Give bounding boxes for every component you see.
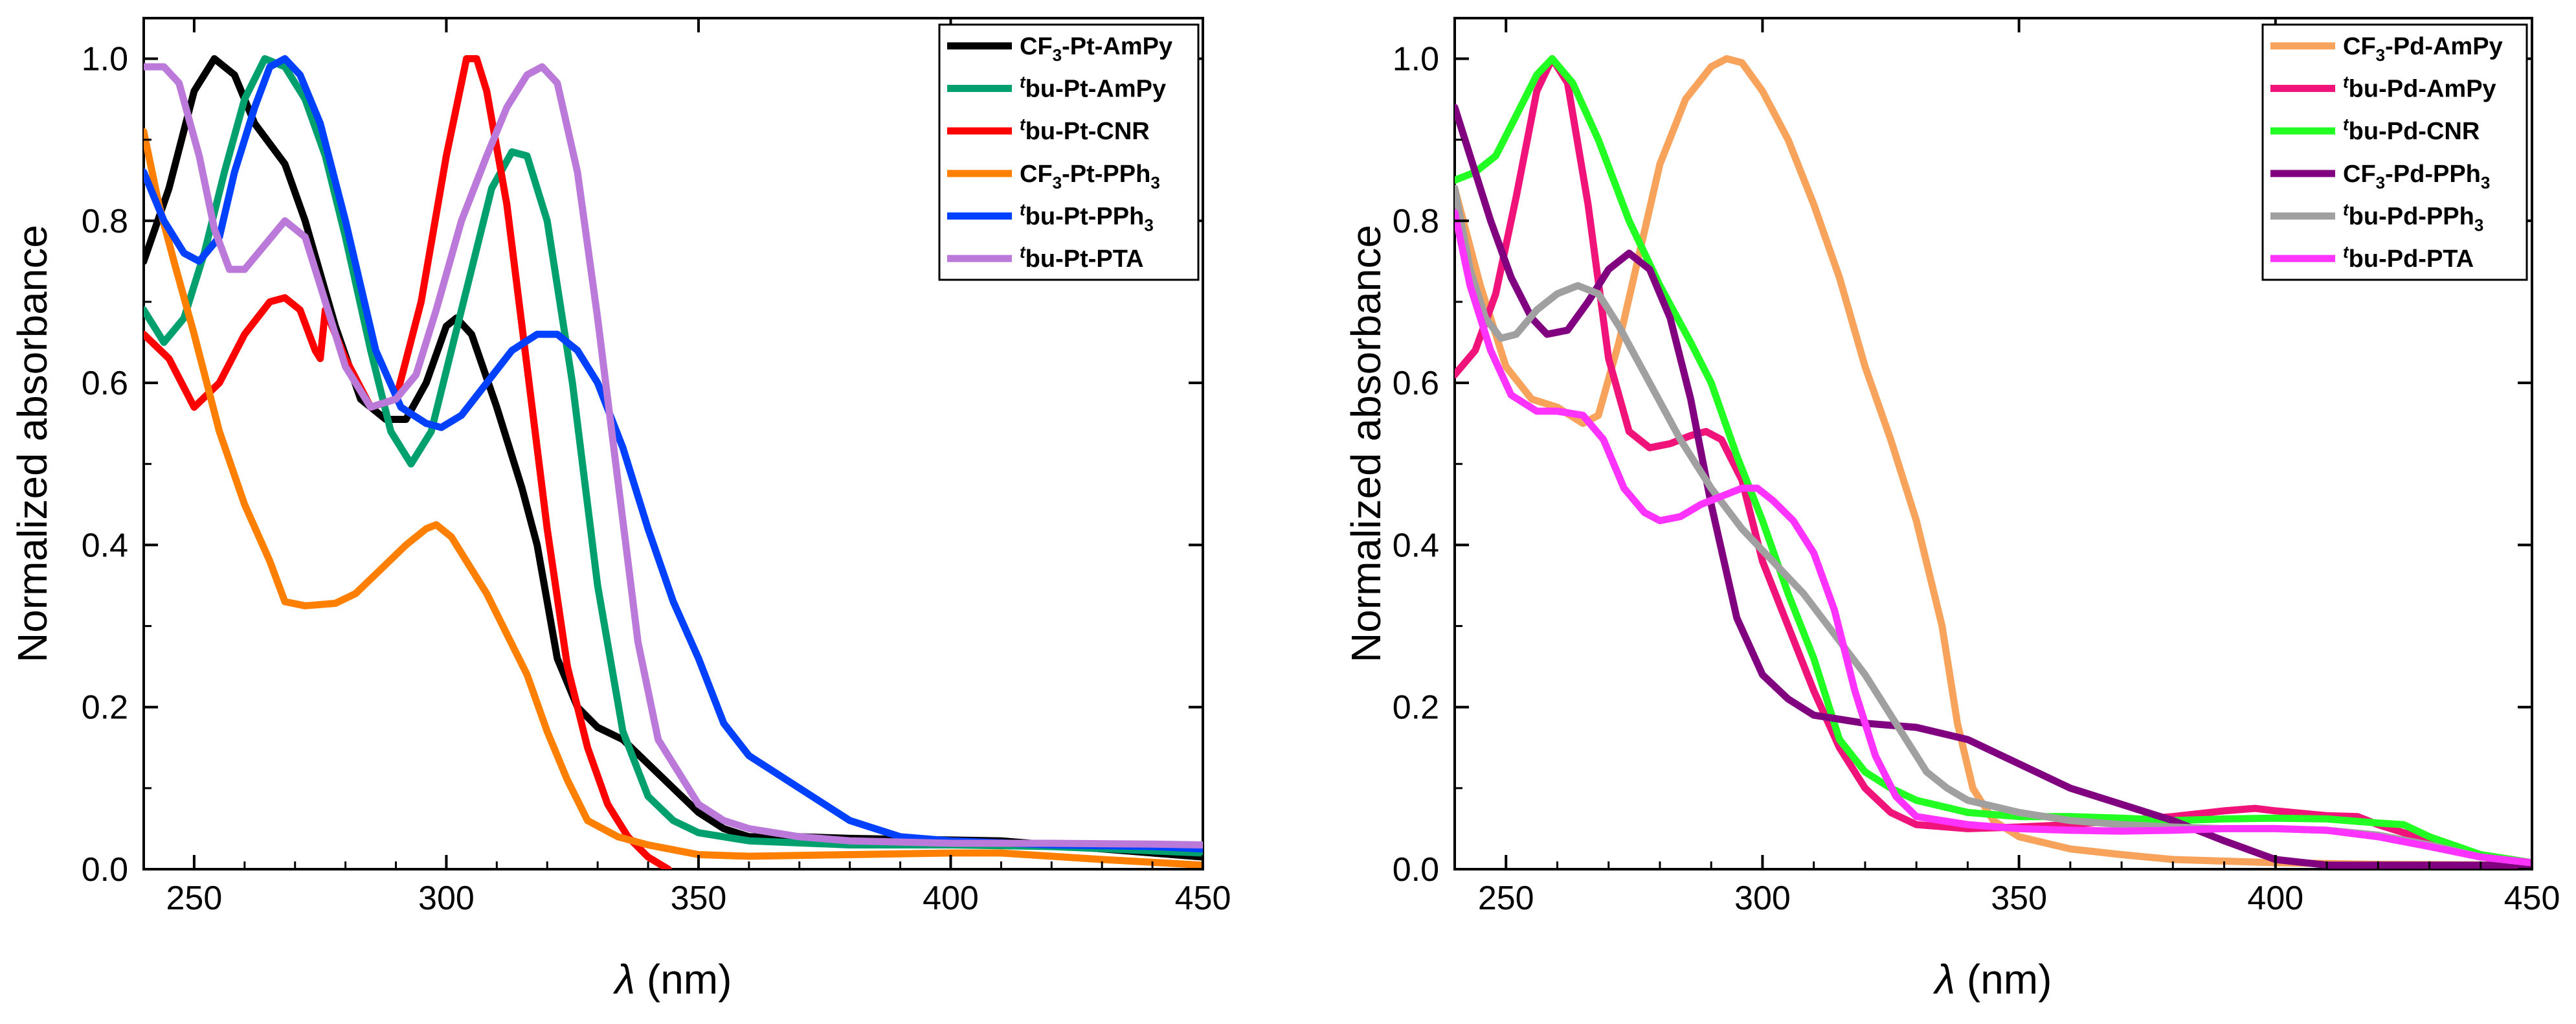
x-tick-label-350: 350 <box>671 880 727 917</box>
legend-label: tbu-Pt-PTA <box>1020 242 1144 273</box>
series-line-tbu-Pd-PTA <box>1455 209 2532 867</box>
y-tick-label-0.0: 0.0 <box>1393 851 1439 889</box>
series-line-tbu-Pt-AmPy <box>144 55 1203 857</box>
legend-item: CF3-Pd-AmPy <box>2270 33 2503 65</box>
legend-label: CF3-Pt-AmPy <box>1020 33 1172 65</box>
x-tick-label-450: 450 <box>2504 880 2560 917</box>
x-tick-label-250: 250 <box>166 880 223 917</box>
series-line-tbu-Pd-AmPy <box>1455 55 2532 867</box>
series-line-tbu-Pd-CNR <box>1455 55 2532 867</box>
x-axis-label: λ (nm) <box>613 956 732 1003</box>
x-tick-label-300: 300 <box>1734 880 1791 917</box>
series-line-tbu-Pt-PTA <box>144 63 1203 848</box>
x-axis-symbol: λ <box>613 956 636 1003</box>
series-lines <box>144 55 1203 869</box>
series-line-tbu-Pt-PPh3 <box>144 55 1203 853</box>
legend-label: tbu-Pd-PTA <box>2343 242 2474 273</box>
legend-item: CF3-Pt-PPh3 <box>947 161 1160 192</box>
legend-item: tbu-Pd-PPh3 <box>2270 200 2483 235</box>
y-tick-label-0.4: 0.4 <box>82 527 128 564</box>
legend-label: CF3-Pd-PPh3 <box>2343 161 2490 192</box>
legend: CF3-Pt-AmPy tbu-Pt-AmPy tbu-Pt-CNR CF3-Pt-P… <box>938 23 1200 281</box>
legend-label: tbu-Pt-CNR <box>1020 115 1150 145</box>
legend-label: tbu-Pt-PPh3 <box>1020 200 1154 235</box>
x-tick-label-400: 400 <box>2247 880 2303 917</box>
x-tick-label-400: 400 <box>923 880 979 917</box>
right-panel-pd-complexes: 250 300 350 400 450 0.0 0.2 0.4 0.6 0.8 1.0 λ (nm) N… <box>1343 17 2560 1003</box>
x-axis-unit: (nm) <box>1955 956 2052 1003</box>
left-panel-pt-complexes: 250 300 350 400 450 0.0 0.2 0.4 0.6 0.8 1.0 λ (nm) N… <box>9 17 1231 1003</box>
y-tick-label-1.0: 1.0 <box>1393 41 1439 78</box>
legend-box <box>938 23 1200 281</box>
legend-label: CF3-Pt-PPh3 <box>1020 161 1160 192</box>
x-tick-label-300: 300 <box>418 880 475 917</box>
legend-item: tbu-Pt-PPh3 <box>947 200 1154 235</box>
legend-item: CF3-Pt-AmPy <box>947 33 1172 65</box>
legend-label: tbu-Pd-PPh3 <box>2343 200 2483 235</box>
legend-item: tbu-Pd-AmPy <box>2270 73 2496 103</box>
x-tick-label-450: 450 <box>1175 880 1231 917</box>
y-tick-label-0.6: 0.6 <box>82 365 128 402</box>
y-tick-label-1.0: 1.0 <box>82 41 128 78</box>
legend-item: tbu-Pt-PTA <box>947 242 1144 273</box>
legend-label: tbu-Pd-AmPy <box>2343 73 2496 103</box>
series-lines <box>1455 55 2532 869</box>
legend-label: tbu-Pt-AmPy <box>1020 73 1166 103</box>
x-tick-label-350: 350 <box>1991 880 2047 917</box>
legend-item: tbu-Pd-PTA <box>2270 242 2474 273</box>
legend-label: tbu-Pd-CNR <box>2343 115 2480 145</box>
legend-item: CF3-Pd-PPh3 <box>2270 161 2490 192</box>
series-line-CF3-Pt-PPh3 <box>144 128 1203 869</box>
y-tick-label-0.8: 0.8 <box>1393 203 1439 240</box>
y-axis-label: Normalized absorbance <box>9 225 56 663</box>
legend-item: tbu-Pt-AmPy <box>947 73 1166 103</box>
legend: CF3-Pd-AmPy tbu-Pd-AmPy tbu-Pd-CNR CF3-Pd-P… <box>2261 23 2528 281</box>
legend-box <box>2261 23 2528 281</box>
y-tick-label-0.4: 0.4 <box>1393 527 1439 564</box>
y-tick-label-0.2: 0.2 <box>1393 689 1439 727</box>
y-tick-label-0.0: 0.0 <box>82 851 128 889</box>
legend-item: tbu-Pt-CNR <box>947 115 1150 145</box>
y-tick-label-0.2: 0.2 <box>82 689 128 727</box>
legend-item: tbu-Pd-CNR <box>2270 115 2480 145</box>
series-line-tbu-Pt-CNR <box>144 55 672 869</box>
x-axis-symbol: λ <box>1933 956 1956 1003</box>
y-tick-label-0.8: 0.8 <box>82 203 128 240</box>
legend-label: CF3-Pd-AmPy <box>2343 33 2503 65</box>
x-axis-unit: (nm) <box>635 956 732 1003</box>
y-tick-label-0.6: 0.6 <box>1393 365 1439 402</box>
y-axis-label: Normalized absorbance <box>1343 225 1389 663</box>
x-tick-label-250: 250 <box>1478 880 1534 917</box>
x-axis-label: λ (nm) <box>1933 956 2052 1003</box>
